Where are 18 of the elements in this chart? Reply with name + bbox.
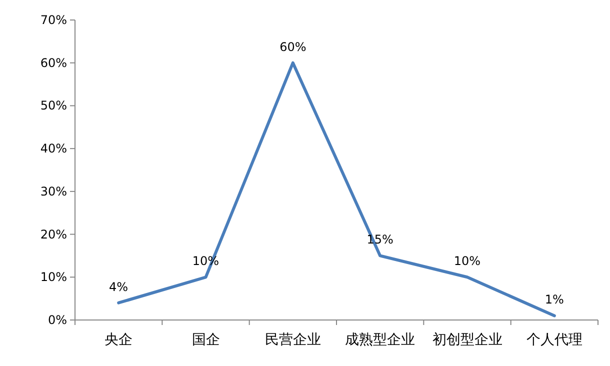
data-label: 1% xyxy=(544,292,564,307)
y-tick-label: 10% xyxy=(40,270,67,284)
x-tick-label: 初创型企业 xyxy=(432,332,502,348)
x-tick-label: 央企 xyxy=(104,332,133,348)
y-tick-label: 20% xyxy=(40,227,67,242)
x-tick-label: 民营企业 xyxy=(264,332,321,348)
data-label: 10% xyxy=(454,254,481,268)
x-tick-label: 成熟型企业 xyxy=(345,332,416,348)
y-tick-label: 40% xyxy=(40,142,67,156)
data-label: 60% xyxy=(280,40,306,54)
y-tick-label: 70% xyxy=(40,13,67,27)
y-tick-label: 60% xyxy=(40,56,67,70)
data-label: 4% xyxy=(109,280,128,294)
x-tick-label: 国企 xyxy=(192,332,220,348)
x-tick-label: 个人代理 xyxy=(526,332,582,348)
y-tick-label: 0% xyxy=(48,313,67,327)
y-tick-label: 50% xyxy=(40,98,67,113)
y-tick-label: 30% xyxy=(40,184,67,198)
